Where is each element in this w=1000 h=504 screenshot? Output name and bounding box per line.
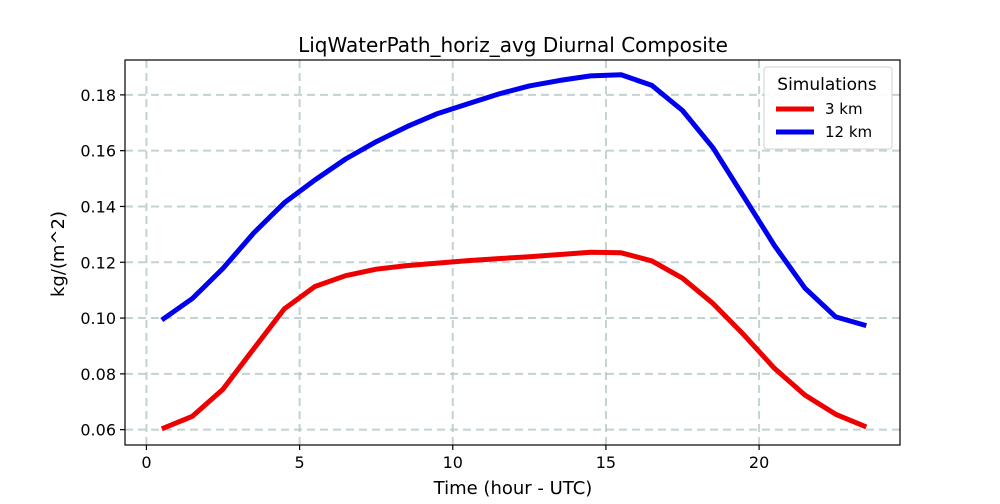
y-tick-label: 0.10 [80,309,116,328]
x-tick-label: 10 [443,453,463,472]
x-tick-label: 15 [596,453,616,472]
y-axis-ticks: 0.06 0.08 0.10 0.12 0.14 0.16 0.18 [80,86,125,440]
legend-label-3km: 3 km [825,100,863,118]
plot-area-frame [124,59,901,446]
x-axis-ticks: 0 5 10 15 20 [141,445,769,472]
y-tick-label: 0.18 [80,86,116,105]
series-line-12km [160,72,867,329]
legend: Simulations 3 km 12 km [763,66,893,150]
series-line-3km [160,249,868,432]
series-lines [160,72,868,432]
y-tick-label: 0.14 [80,197,116,216]
y-tick-label: 0.06 [80,421,116,440]
chart-title: LiqWaterPath_horiz_avg Diurnal Composite [298,33,728,57]
y-axis-title: kg/(m^2) [48,211,69,297]
y-tick-label: 0.12 [80,253,116,272]
y-tick-label: 0.08 [80,365,116,384]
legend-title: Simulations [777,75,877,95]
y-tick-label: 0.16 [80,142,116,161]
x-tick-label: 20 [749,453,769,472]
x-axis-title: Time (hour - UTC) [433,478,593,499]
x-tick-label: 5 [295,453,305,472]
legend-box [763,66,893,150]
legend-label-12km: 12 km [825,123,872,141]
x-tick-label: 0 [141,453,151,472]
